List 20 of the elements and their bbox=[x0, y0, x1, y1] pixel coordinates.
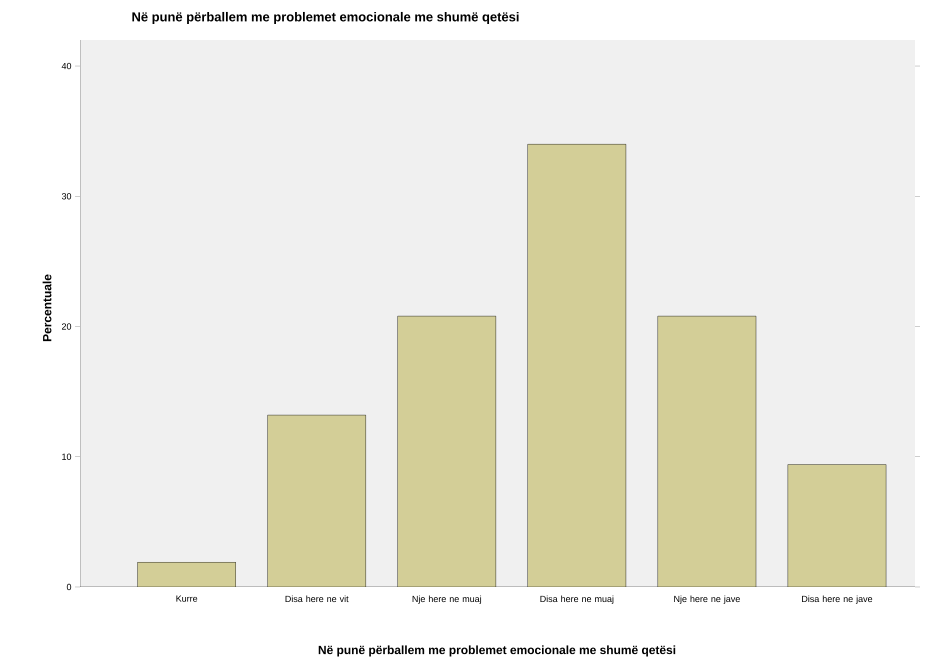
y-tick-label: 30 bbox=[62, 193, 72, 200]
bar bbox=[268, 415, 366, 587]
x-tick-label: Kurre bbox=[176, 596, 198, 602]
x-axis-title: Në punë përballem me problemet emocionale me shumë qetësi bbox=[318, 645, 676, 657]
y-tick-label: 40 bbox=[62, 62, 72, 70]
bar bbox=[788, 464, 886, 587]
y-axis-title: Percentuale bbox=[42, 274, 52, 342]
x-tick-label: Disa here ne muaj bbox=[540, 596, 614, 604]
y-tick-label: 10 bbox=[62, 454, 72, 460]
y-tick-label: 20 bbox=[62, 323, 72, 330]
x-tick-label: Nje here ne muaj bbox=[412, 596, 482, 604]
x-tick-label: Disa here ne jave bbox=[802, 596, 872, 604]
bar bbox=[658, 316, 756, 587]
bar bbox=[138, 562, 236, 587]
x-tick-label: Nje here ne jave bbox=[674, 596, 740, 604]
y-tick-label: 0 bbox=[66, 584, 72, 590]
x-tick-label: Disa here ne vit bbox=[286, 596, 349, 602]
bar bbox=[398, 316, 496, 587]
chart-title: Në punë përballem me problemet emocionale me shumë qetësi bbox=[132, 12, 519, 24]
bar bbox=[528, 144, 626, 587]
